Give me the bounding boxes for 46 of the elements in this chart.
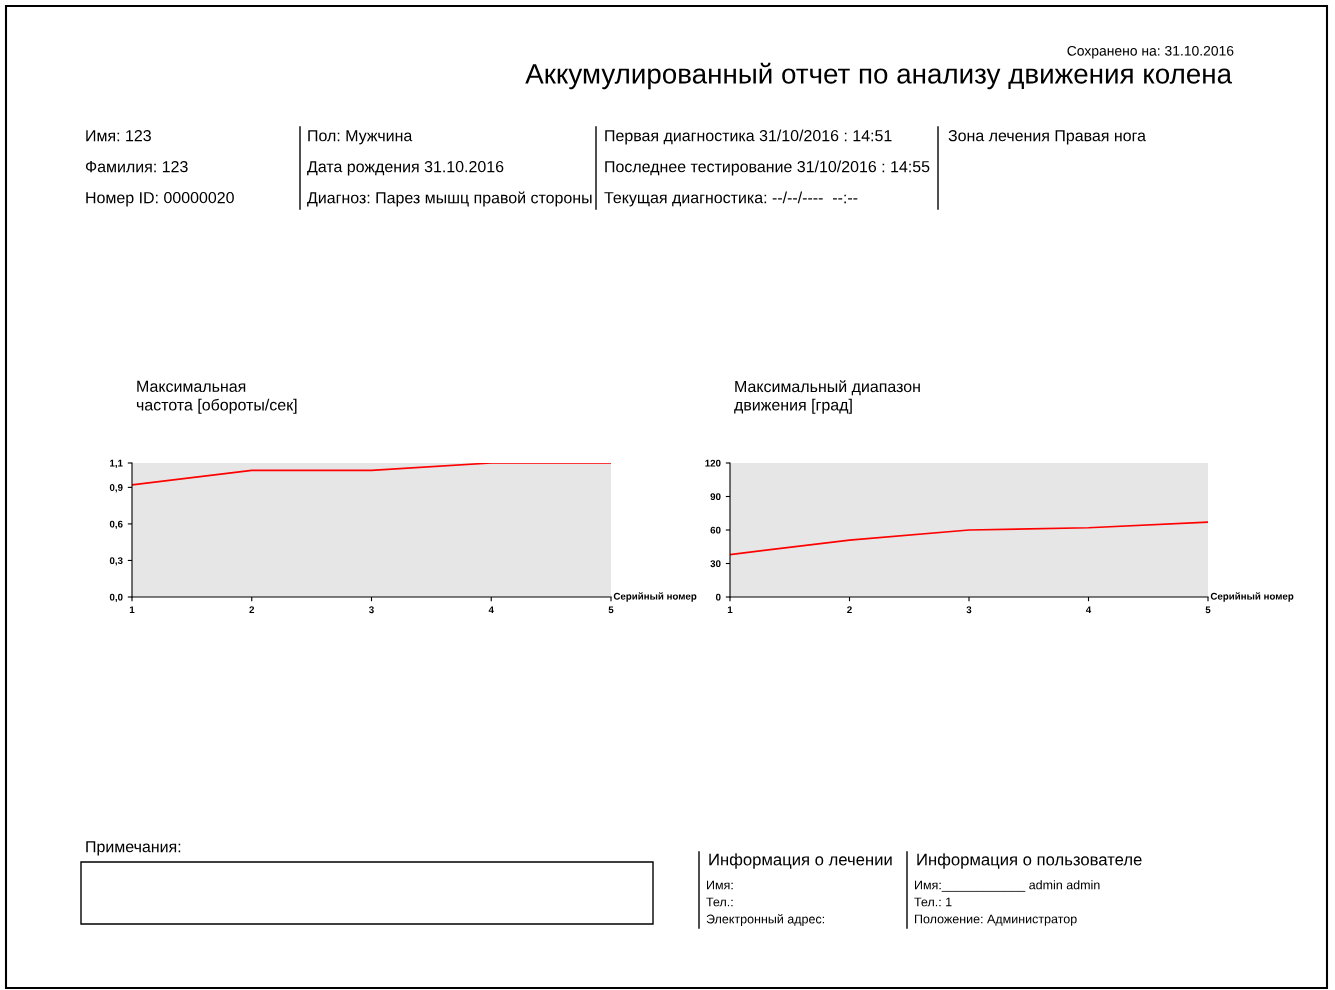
chart-title: Максимальный диапазон движения [град] bbox=[734, 380, 920, 414]
y-tick-label: 0,9 bbox=[109, 484, 123, 493]
y-tick-label: 30 bbox=[710, 560, 721, 568]
x-tick-label: 2 bbox=[249, 606, 255, 614]
line-series bbox=[730, 521, 1208, 556]
text: Имя:____________ admin admin bbox=[915, 880, 1100, 892]
x-tick-label: 4 bbox=[488, 606, 494, 614]
text: Пол: Мужчина bbox=[308, 130, 413, 145]
x-tick-label: 1 bbox=[129, 606, 135, 614]
text: Тел.: 1 bbox=[914, 897, 952, 907]
y-tick-label: 90 bbox=[710, 493, 721, 501]
x-tick-label: 5 bbox=[1205, 606, 1211, 614]
chart-title: Максимальная частота [обороты/сек] bbox=[136, 380, 297, 414]
text: Имя: 123 bbox=[86, 129, 151, 142]
x-tick-label: 3 bbox=[369, 606, 374, 614]
text: Номер ID: 00000020 bbox=[86, 191, 234, 207]
y-tick-label: 0,0 bbox=[109, 593, 123, 603]
text: Диагноз: Парез мышц правой стороны bbox=[307, 191, 592, 207]
text: Сохранено на: 31.10.2016 bbox=[1067, 45, 1234, 59]
text: Фамилия: 123 bbox=[85, 160, 188, 173]
text: Информация о пользователе bbox=[917, 853, 1142, 869]
y-tick-label: 120 bbox=[705, 459, 721, 467]
text: Последнее тестирование 31/10/2016 : 14:55 bbox=[605, 160, 930, 176]
text: Аккумулированный отчет по анализу движения колена bbox=[525, 62, 1233, 90]
x-tick-label: 5 bbox=[608, 606, 614, 614]
text: Первая диагностика 31/10/2016 : 14:51 bbox=[605, 129, 892, 145]
text: Положение: Администратор bbox=[915, 914, 1077, 926]
text: Электронный адрес: bbox=[706, 914, 825, 926]
x-tick-label: 4 bbox=[1085, 606, 1092, 614]
text: Тел.: bbox=[706, 897, 733, 907]
y-tick-label: 0,6 bbox=[109, 520, 123, 529]
x-tick-label: 1 bbox=[727, 606, 733, 614]
text: Примечания: bbox=[86, 841, 181, 856]
x-tick-label: 2 bbox=[847, 606, 852, 614]
text: Имя: bbox=[707, 880, 733, 890]
y-tick-label: 0,3 bbox=[109, 557, 123, 566]
x-axis-title: Серийный номер bbox=[1210, 592, 1294, 602]
text: Зона лечения Правая нога bbox=[948, 129, 1146, 145]
y-tick-label: 60 bbox=[710, 526, 721, 534]
x-tick-label: 3 bbox=[966, 606, 972, 614]
text: Информация о лечении bbox=[709, 853, 892, 869]
x-axis-title: Серийный номер bbox=[613, 592, 697, 602]
y-tick-label: 0 bbox=[715, 593, 721, 601]
y-tick-label: 1,1 bbox=[110, 459, 123, 469]
text: Текущая диагностика: --/--/---- --:-- bbox=[604, 191, 858, 207]
text: Дата рождения 31.10.2016 bbox=[307, 160, 504, 176]
